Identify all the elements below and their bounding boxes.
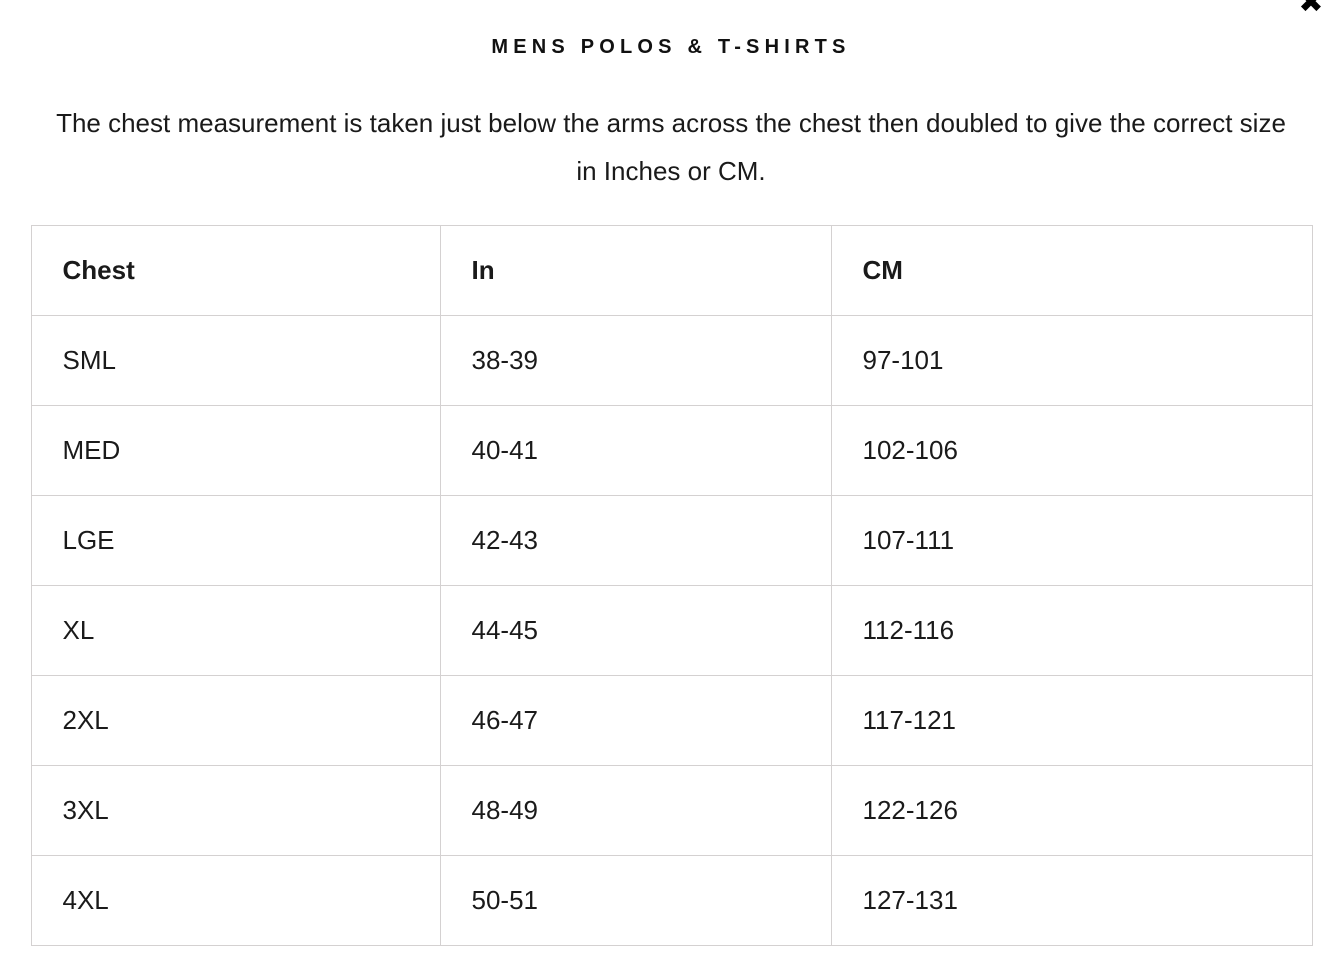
table-row: MED 40-41 102-106 [30,405,1313,496]
cell-in: 42-43 [439,495,832,586]
column-header-cm: CM [830,225,1313,316]
table-body: SML 38-39 97-101 MED 40-41 102-106 LGE 4… [30,315,1313,946]
cell-in: 48-49 [439,765,832,856]
table-row: XL 44-45 112-116 [30,585,1313,676]
cell-in: 38-39 [439,315,832,406]
page-title: MENS POLOS & T-SHIRTS [491,36,851,58]
cell-size: 2XL [30,675,441,766]
cell-in: 40-41 [439,405,832,496]
cell-cm: 112-116 [830,585,1313,676]
cell-cm: 122-126 [830,765,1313,856]
size-chart-table: Chest In CM SML 38-39 97-101 MED 40-41 1… [30,225,1313,946]
cell-in: 46-47 [439,675,832,766]
cell-cm: 127-131 [830,855,1313,946]
cell-size: LGE [30,495,441,586]
measurement-description: The chest measurement is taken just belo… [56,108,1286,186]
table-row: LGE 42-43 107-111 [30,495,1313,586]
cell-size: 3XL [30,765,441,856]
cell-in: 44-45 [439,585,832,676]
table-header-row: Chest In CM [30,225,1313,316]
table-header: Chest In CM [30,225,1313,316]
cell-size: MED [30,405,441,496]
table-row: 3XL 48-49 122-126 [30,765,1313,856]
cell-size: 4XL [30,855,441,946]
column-header-chest: Chest [30,225,441,316]
table-row: 4XL 50-51 127-131 [30,855,1313,946]
table-row: 2XL 46-47 117-121 [30,675,1313,766]
table-row: SML 38-39 97-101 [30,315,1313,406]
column-header-in: In [439,225,832,316]
cell-in: 50-51 [439,855,832,946]
cell-size: XL [30,585,441,676]
cell-cm: 102-106 [830,405,1313,496]
size-table-container: Chest In CM SML 38-39 97-101 MED 40-41 1… [30,195,1313,946]
close-icon[interactable]: ✖ [1298,0,1324,20]
cell-size: SML [30,315,441,406]
cell-cm: 97-101 [830,315,1313,406]
cell-cm: 117-121 [830,675,1313,766]
cell-cm: 107-111 [830,495,1313,586]
size-guide-modal: ✖ MENS POLOS & T-SHIRTS The chest measur… [30,0,1324,946]
